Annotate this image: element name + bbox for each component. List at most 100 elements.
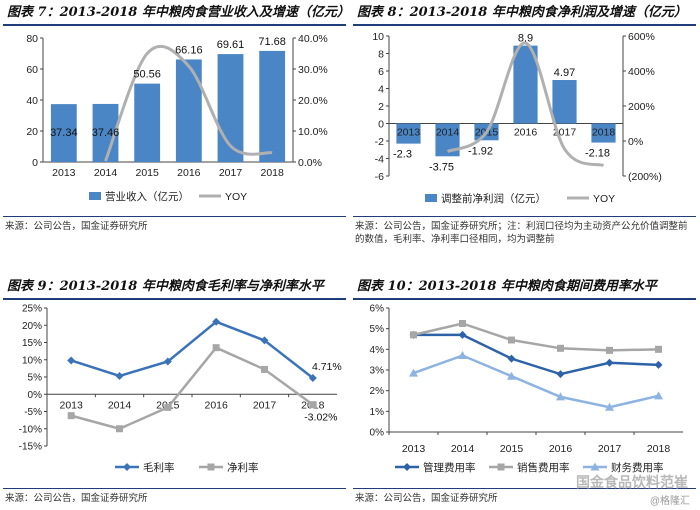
y-tick-label: 10% — [22, 355, 42, 366]
point-毛利率-2018 — [308, 374, 317, 383]
x-tick-label: 2015 — [135, 167, 159, 179]
y-tick-label: 0% — [28, 390, 43, 401]
panel-expense-ratios: 图表 10：2013-2018 年中粮肉食期间费用率水平 0% 1% 2% 3% 4% 5… — [353, 276, 696, 508]
y-tick-label: 1% — [370, 407, 385, 418]
point-财务费用率-2015 — [507, 371, 516, 380]
x-tick-label: 2017 — [253, 399, 277, 411]
x-tick-label: 2015 — [500, 443, 524, 455]
legend-label: 营业收入（亿元） — [105, 190, 189, 203]
point-净利率-2015 — [164, 403, 172, 411]
data-label: -2.18 — [585, 148, 610, 160]
x-tick-label: 2017 — [598, 443, 622, 455]
data-label: -3.75 — [429, 161, 454, 173]
legend-marker — [403, 463, 411, 471]
y-tick-label: 60 — [26, 64, 38, 76]
point-管理费用率-2018 — [654, 360, 663, 369]
expense-chart: 0% 1% 2% 3% 4% 5% 6% 2013 2014 2015 2016 2017 2018 管理… — [370, 304, 683, 474]
point-销售费用率-2017 — [606, 346, 613, 354]
x-tick-label: 2016 — [514, 127, 538, 139]
y-tick-label: -5% — [24, 407, 42, 418]
y-tick-label: 0 — [32, 157, 38, 169]
point-销售费用率-2016 — [557, 344, 564, 352]
point-净利率-2018 — [309, 401, 317, 409]
series-line-2 — [413, 322, 659, 352]
data-label: 4.97 — [554, 67, 575, 79]
data-label: 37.34 — [50, 127, 78, 139]
x-tick-label: 2013 — [402, 443, 426, 455]
y2-tick-label: 20.0% — [298, 95, 328, 107]
point-净利率-2017 — [261, 365, 268, 373]
panel-title: 图表 9：2013-2018 年中粮肉食毛利率与净利率水平 — [3, 276, 346, 300]
point-销售费用率-2013 — [410, 331, 417, 339]
bar-2016 — [175, 59, 202, 163]
y-tick-label: 0 — [378, 119, 384, 131]
series-line-3 — [413, 354, 659, 409]
data-label: 71.68 — [258, 36, 286, 48]
panel-title: 图表 10：2013-2018 年中粮肉食期间费用率水平 — [353, 276, 696, 300]
data-label: -2.3 — [393, 149, 412, 161]
y-tick-label: 4 — [378, 84, 384, 96]
point-毛利率-2016 — [212, 317, 221, 326]
y-tick-label: 8 — [378, 49, 384, 61]
panel-revenue: 图表 7：2013-2018 年中粮肉食营业收入及增速（亿元） 0 20 40 60 8… — [3, 2, 346, 252]
y2-tick-label: 200% — [628, 101, 655, 113]
watermark: 国金食品饮料范崔 — [576, 474, 688, 490]
point-销售费用率-2015 — [508, 336, 515, 344]
source-note: 来源：公司公告，国金证券研究所 — [355, 493, 498, 504]
panel-net-profit: 图表 8：2013-2018 年中粮肉食净利润及增速（亿元） -6 -4 -2 0 2 4… — [353, 2, 696, 252]
source-divider — [3, 488, 346, 489]
panel-title: 图表 7：2013-2018 年中粮肉食营业收入及增速（亿元） — [3, 2, 346, 26]
y-tick-label: 25% — [22, 304, 42, 315]
series-line-1 — [413, 333, 659, 376]
point-销售费用率-2014 — [459, 320, 466, 327]
margin-chart: -15%-10%-5%0%5%10%15%20%25%2013201420152… — [19, 304, 342, 475]
legend-label: 净利率 — [227, 461, 259, 474]
point-毛利率-2014 — [115, 371, 124, 380]
x-tick-label: 2014 — [108, 399, 132, 411]
yoy-line — [446, 41, 605, 167]
legend-marker — [497, 463, 505, 471]
legend-marker — [123, 463, 131, 471]
y-tick-label: 3% — [370, 366, 385, 377]
y-tick-label: -2 — [375, 136, 384, 148]
x-tick-label: 2013 — [52, 167, 76, 179]
y2-tick-label: 10.0% — [298, 126, 328, 138]
legend-label: YOY — [225, 191, 247, 203]
legend-marker — [207, 463, 215, 471]
legend-swatch-bar — [425, 194, 437, 202]
point-财务费用率-2013 — [409, 368, 418, 377]
series-line-2 — [70, 346, 314, 431]
y-tick-label: -6 — [375, 171, 384, 183]
legend-label: 调整前净利润（亿元） — [441, 192, 546, 205]
point-财务费用率-2017 — [605, 402, 614, 411]
y-tick-label: 6% — [370, 304, 385, 315]
net-profit-chart: -6 -4 -2 0 2 4 6 8 10 (200%) 0% 200% 400% 600% 2013 201… — [372, 31, 662, 205]
data-label: 50.56 — [133, 69, 161, 81]
legend-label: 毛利率 — [143, 461, 175, 474]
x-tick-label: 2014 — [451, 443, 475, 455]
legend-marker — [590, 462, 600, 471]
y2-tick-label: 0% — [628, 136, 643, 148]
point-管理费用率-2017 — [605, 358, 614, 367]
point-毛利率-2017 — [260, 336, 269, 345]
source-divider — [353, 488, 696, 489]
x-tick-label: 2018 — [592, 127, 616, 139]
legend-label: 财务费用率 — [611, 461, 664, 474]
bar-2018 — [259, 50, 286, 163]
annotation: -3.02% — [304, 412, 337, 424]
point-管理费用率-2015 — [507, 354, 516, 363]
y-tick-label: 6 — [378, 66, 384, 78]
x-tick-label: 2018 — [260, 167, 284, 179]
y-tick-label: 2% — [370, 386, 385, 397]
x-tick-label: 2014 — [94, 167, 118, 179]
x-tick-label: 2016 — [549, 443, 573, 455]
x-tick-label: 2014 — [436, 127, 460, 139]
x-tick-label: 2016 — [177, 167, 201, 179]
point-净利率-2013 — [67, 412, 75, 420]
bar-2018 — [591, 123, 616, 143]
y2-tick-label: 40.0% — [298, 33, 328, 45]
y2-tick-label: 400% — [628, 66, 655, 78]
source-divider — [3, 216, 346, 217]
annotation: 4.71% — [312, 361, 342, 373]
point-毛利率-2015 — [163, 357, 172, 366]
